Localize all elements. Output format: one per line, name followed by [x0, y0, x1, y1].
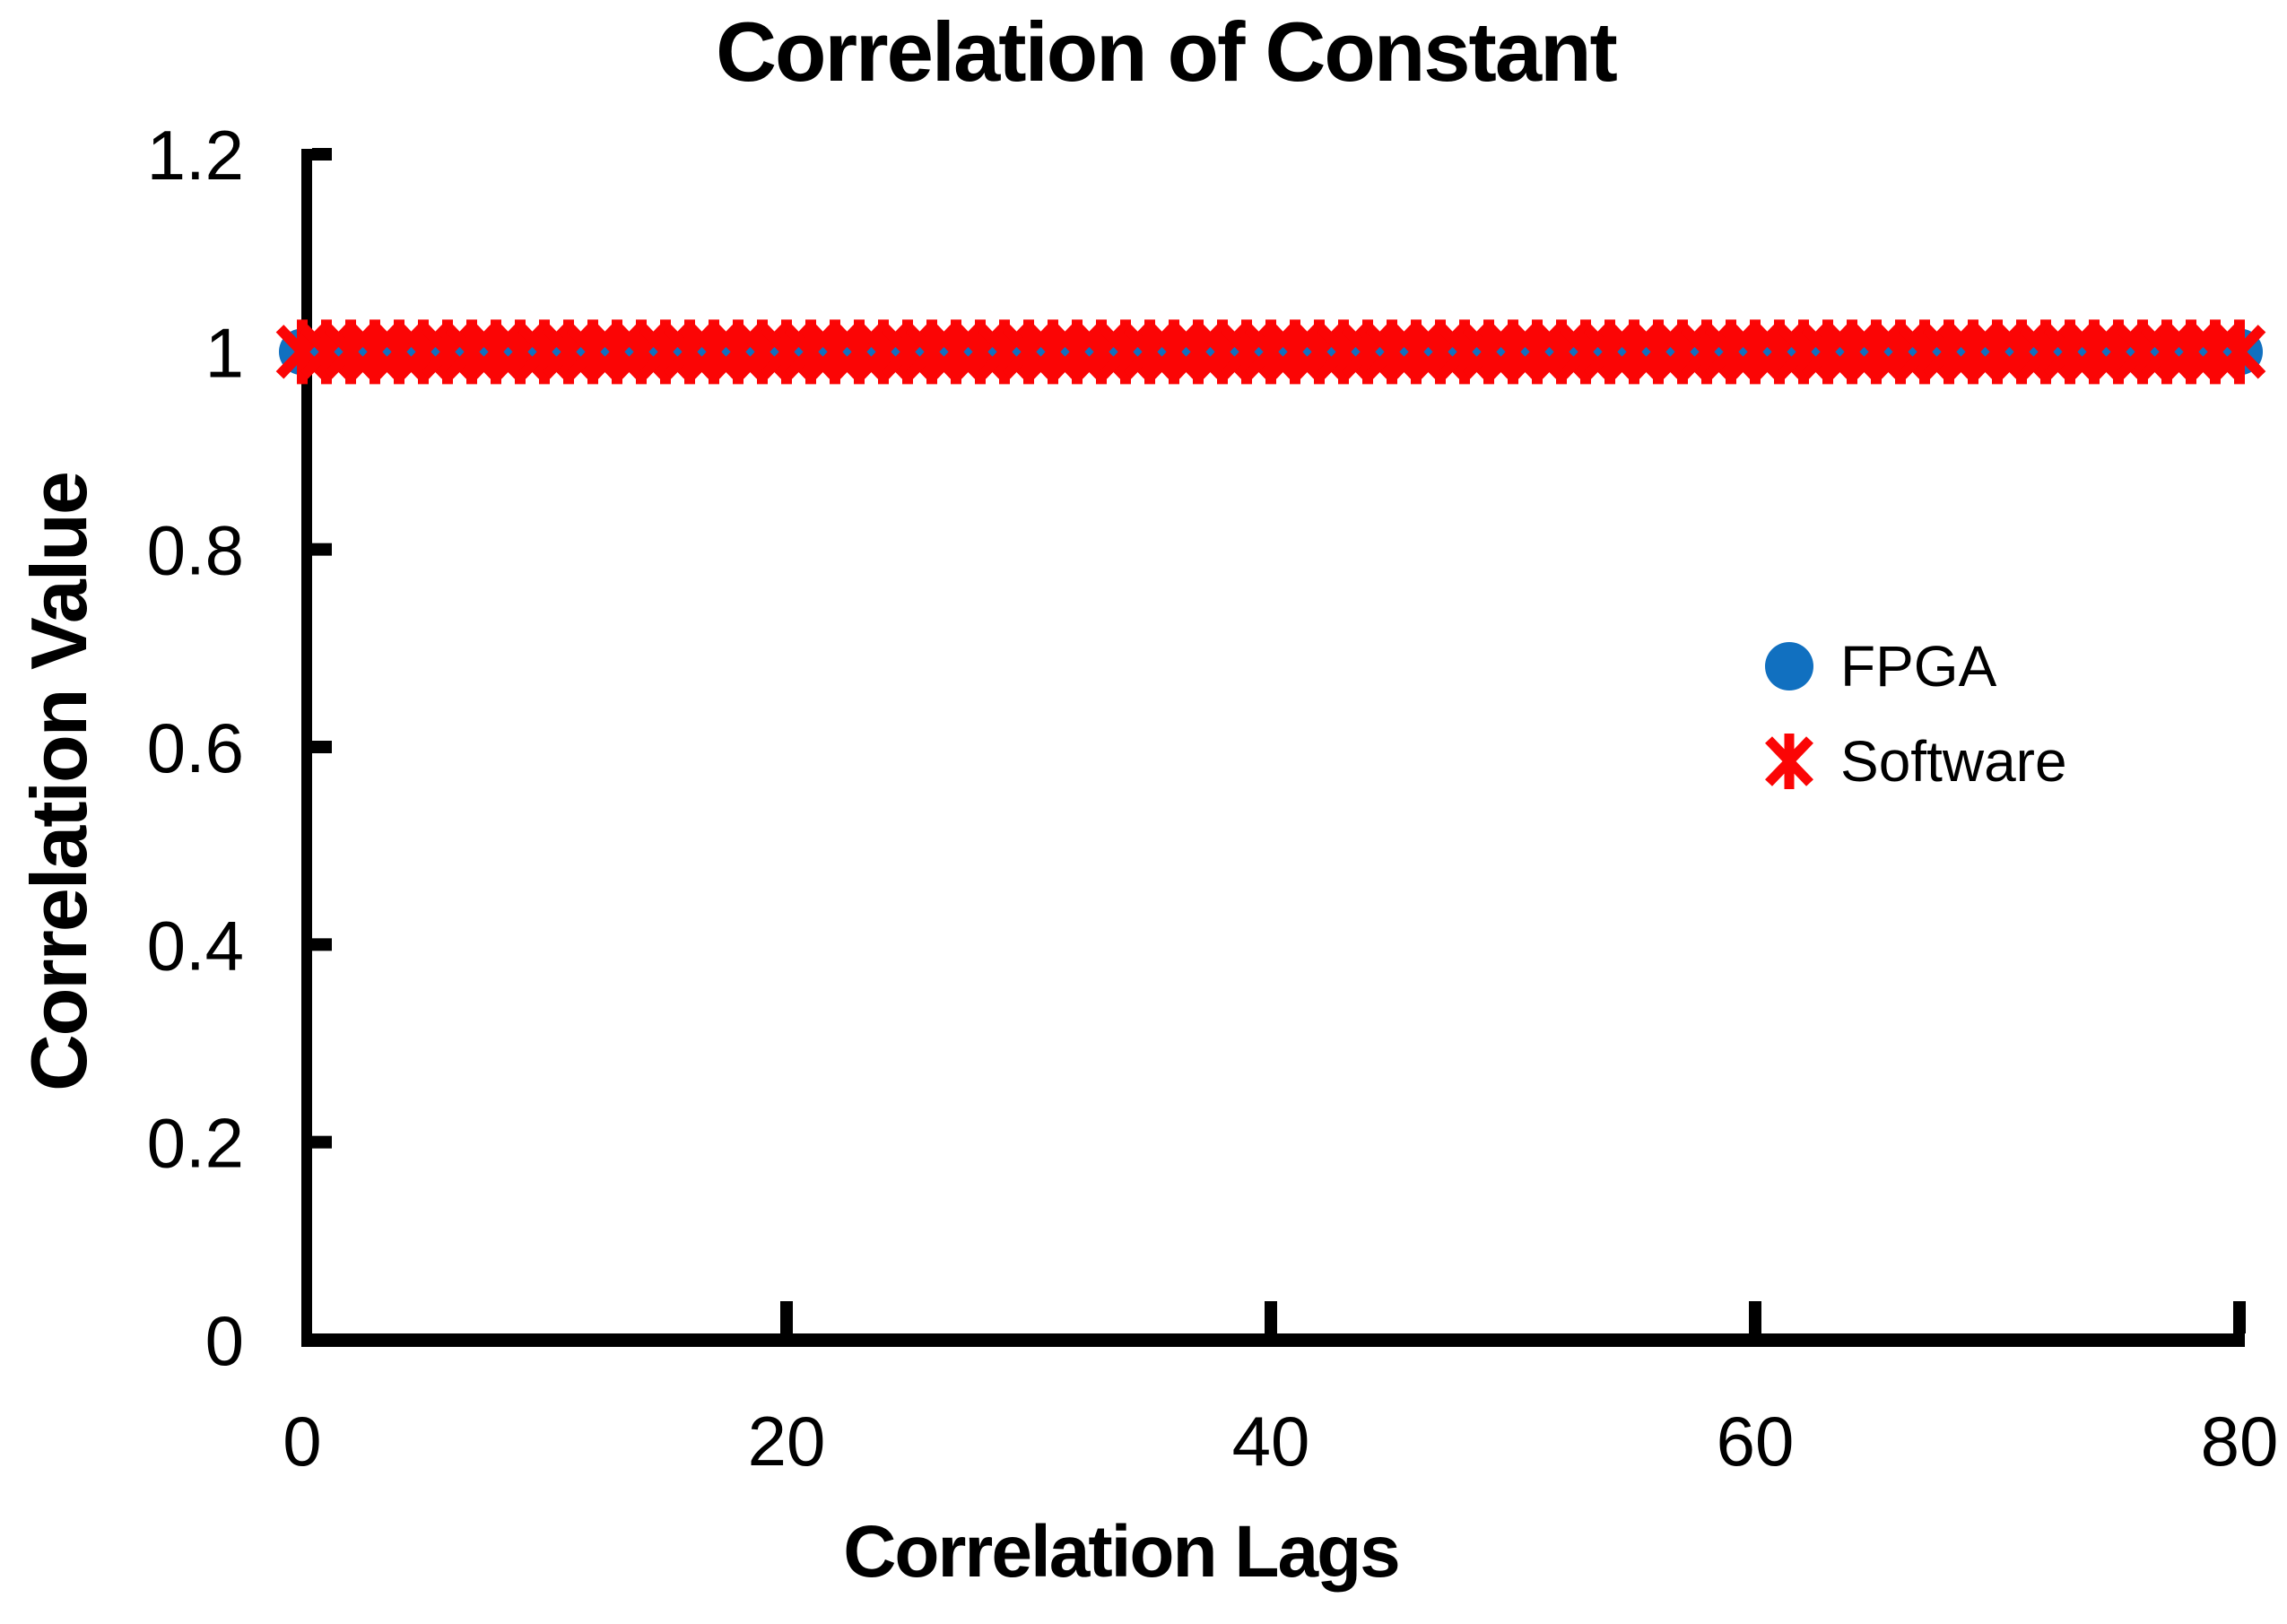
software-asterisk-marker-icon: [1763, 734, 1815, 789]
y-tick: [312, 148, 332, 161]
y-tick-label: 0.8: [147, 511, 244, 590]
x-tick: [1749, 1301, 1761, 1333]
x-tick: [2233, 1301, 2246, 1333]
x-tick-label: 80: [2201, 1402, 2279, 1481]
y-axis-line: [301, 149, 312, 1347]
legend: FPGA Software: [1763, 619, 2067, 809]
legend-label-fpga: FPGA: [1840, 634, 1997, 699]
y-tick: [312, 741, 332, 753]
x-tick-label: 0: [283, 1402, 321, 1481]
legend-item-software: Software: [1763, 714, 2067, 809]
y-tick: [312, 938, 332, 951]
legend-label-software: Software: [1840, 729, 2067, 794]
x-tick-label: 20: [748, 1402, 826, 1481]
x-tick-label: 40: [1232, 1402, 1310, 1481]
x-tick: [780, 1301, 793, 1333]
y-tick-label: 0.6: [147, 708, 244, 787]
y-tick-label: 0: [205, 1301, 244, 1380]
x-axis-line: [301, 1333, 2245, 1347]
fpga-circle-marker-icon: [1763, 640, 1815, 692]
y-tick-label: 1.2: [147, 116, 244, 195]
x-tick: [1265, 1301, 1277, 1333]
y-tick-label: 1: [205, 313, 244, 392]
y-tick: [312, 543, 332, 556]
legend-item-fpga: FPGA: [1763, 619, 2067, 714]
chart-title: Correlation of Constant: [716, 4, 1618, 99]
x-axis-title: Correlation Lags: [843, 1511, 1401, 1593]
x-tick-label: 60: [1717, 1402, 1795, 1481]
y-tick-label: 0.4: [147, 906, 244, 985]
software-data-marker: [2213, 319, 2266, 385]
y-tick-label: 0.2: [147, 1104, 244, 1183]
y-axis-title: Correlation Value: [14, 473, 103, 1091]
y-tick: [312, 1135, 332, 1149]
